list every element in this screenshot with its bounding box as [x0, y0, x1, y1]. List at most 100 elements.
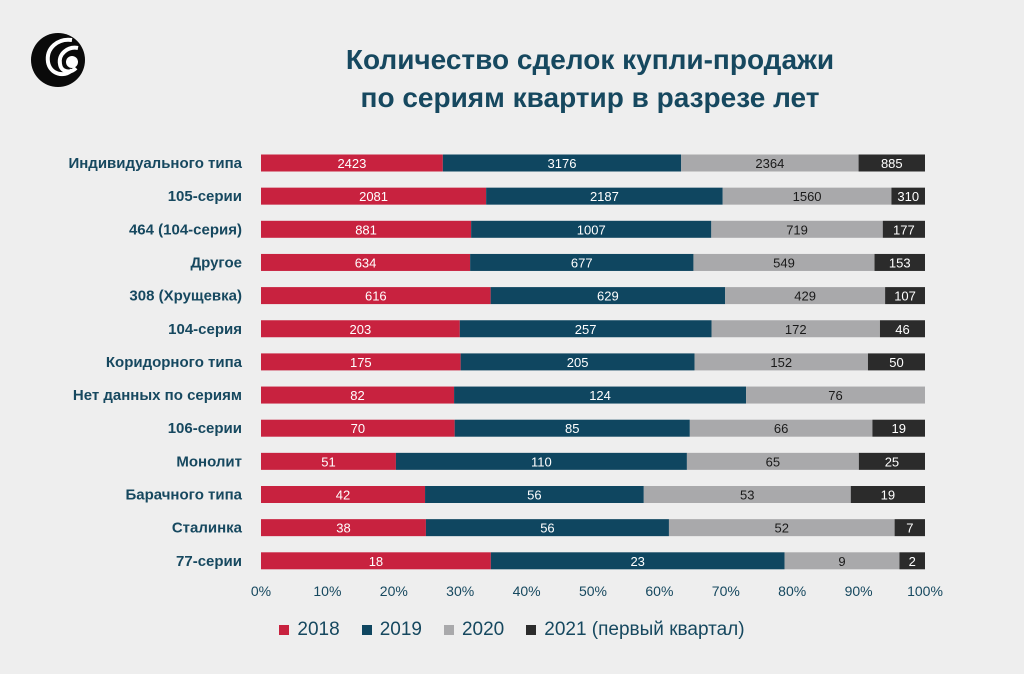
category-label: Сталинка [172, 520, 243, 537]
legend-swatch-2019 [361, 625, 372, 635]
category-label: Индивидуального типа [68, 155, 242, 172]
bar-segment-2021 [858, 452, 925, 470]
data-label: 1007 [577, 222, 606, 237]
category-label: 308 (Хрущевка) [129, 288, 242, 305]
bar-segment-2020 [643, 486, 851, 503]
category-label: 105-серии [168, 188, 242, 205]
bar-segment-2019 [454, 386, 747, 404]
legend-label-2020: 2020 [461, 619, 505, 640]
bar-segment-2019 [460, 353, 695, 371]
bar-segment-2020 [686, 452, 859, 470]
data-label: 152 [770, 355, 792, 370]
data-label: 46 [895, 322, 909, 337]
bar-segment-2020 [693, 253, 875, 271]
bar-segment-2021 [891, 187, 925, 205]
bar-segment-2018 [261, 452, 396, 470]
legend-item-2019: 2019 [361, 619, 422, 641]
category-label: Нет данных по сериям [73, 387, 242, 404]
x-tick-label: 60% [645, 583, 673, 599]
bar-segment-2021 [858, 154, 925, 172]
data-label: 2423 [337, 156, 366, 171]
chart-title-line1: Количество сделок купли-продажи [345, 44, 835, 75]
legend-label-2019: 2019 [379, 619, 422, 640]
data-label: 76 [828, 388, 842, 403]
bar-segment-2021 [879, 320, 925, 338]
bar-segment-2018 [261, 220, 472, 238]
data-label: 110 [531, 454, 552, 469]
data-label: 3176 [548, 156, 577, 171]
data-label: 153 [889, 255, 911, 270]
bar-segment-2021 [850, 486, 925, 503]
bar-segment-2018 [261, 253, 471, 271]
data-label: 549 [773, 255, 795, 270]
bar-segment-2020 [668, 519, 895, 537]
data-label: 124 [589, 388, 611, 403]
bar-segment-2018 [261, 419, 455, 437]
category-label: Барачного типа [125, 487, 242, 504]
data-label: 205 [567, 355, 589, 370]
x-tick-label: 100% [907, 583, 943, 599]
data-label: 203 [350, 322, 372, 337]
bar-segment-2019 [425, 486, 644, 503]
data-label: 19 [881, 488, 895, 503]
data-label: 9 [838, 554, 845, 569]
data-label: 53 [740, 488, 754, 503]
data-label: 1560 [793, 189, 822, 204]
data-label: 66 [774, 421, 788, 436]
bar-segment-2020 [746, 386, 925, 404]
bar-segment-2018 [261, 486, 426, 503]
data-label: 2187 [590, 189, 619, 204]
bar-segment-2019 [471, 220, 712, 238]
bar-segment-2020 [694, 353, 868, 371]
data-label: 2364 [755, 156, 784, 171]
bar-segment-2021 [894, 519, 925, 537]
data-label: 634 [355, 255, 377, 270]
x-tick-label: 40% [513, 583, 541, 599]
bar-segment-2018 [261, 519, 426, 537]
bar-segment-2018 [261, 353, 461, 371]
data-label: 881 [355, 222, 377, 237]
legend: 2018 2019 2020 2021 (первый квартал) [0, 619, 1024, 641]
data-label: 85 [565, 421, 579, 436]
data-label: 38 [336, 521, 350, 536]
bar-segment-2020 [725, 287, 886, 305]
x-tick-label: 10% [313, 583, 341, 599]
data-label: 65 [766, 454, 780, 469]
bar-segment-2019 [470, 253, 694, 271]
data-label: 50 [889, 355, 903, 370]
data-label: 677 [571, 255, 593, 270]
data-label: 429 [794, 289, 816, 304]
data-label: 51 [321, 454, 335, 469]
bar-segment-2019 [490, 287, 726, 305]
data-label: 42 [336, 488, 350, 503]
data-label: 616 [365, 289, 387, 304]
bar-segment-2021 [899, 552, 925, 570]
bar-segment-2018 [261, 287, 491, 305]
data-label: 19 [891, 421, 905, 436]
legend-label-2021: 2021 (первый квартал) [544, 619, 745, 640]
legend-swatch-2020 [443, 625, 454, 635]
legend-label-2018: 2018 [297, 619, 340, 640]
bar-segment-2019 [395, 452, 687, 470]
data-label: 23 [630, 554, 644, 569]
data-label: 18 [369, 554, 383, 569]
bar-segment-2020 [711, 220, 883, 238]
data-label: 56 [527, 488, 541, 503]
legend-item-2020: 2020 [443, 619, 505, 641]
category-label: 106-серии [168, 420, 242, 437]
data-label: 172 [785, 322, 807, 337]
bar-segment-2018 [261, 552, 491, 570]
bar-segment-2020 [784, 552, 900, 570]
data-label: 82 [350, 388, 364, 403]
category-label: Коридорного типа [106, 354, 243, 371]
data-label: 629 [597, 289, 619, 304]
bar-segment-2019 [425, 519, 669, 537]
bar-segment-2019 [490, 552, 785, 570]
legend-swatch-2018 [279, 625, 290, 635]
data-label: 25 [885, 454, 899, 469]
data-label: 52 [775, 521, 789, 536]
bar-segment-2021 [872, 419, 925, 437]
category-label: 464 (104-серия) [129, 221, 242, 238]
bar-segment-2021 [867, 353, 925, 371]
